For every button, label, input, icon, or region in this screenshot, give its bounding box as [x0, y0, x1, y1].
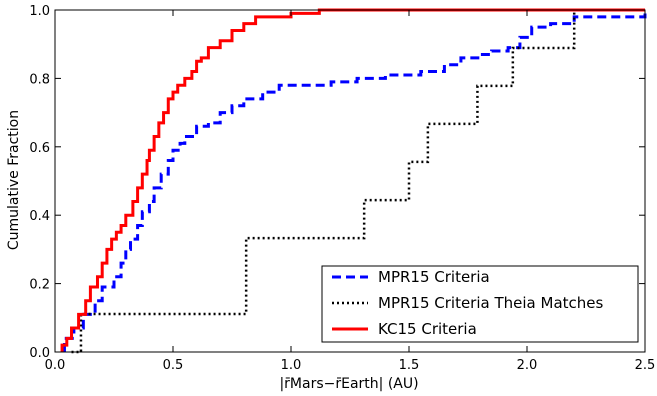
y-tick-label: 1.0	[29, 4, 50, 19]
x-tick-label: 2.0	[517, 358, 538, 373]
x-tick-label: 2.5	[635, 358, 656, 373]
x-tick-label: 1.5	[399, 358, 420, 373]
kc15-criteria-line	[60, 8, 645, 352]
y-tick-label: 0.8	[29, 72, 50, 87]
x-axis-label: |r̄Mars−r̄Earth| (AU)	[279, 376, 418, 392]
ticks-layer: 0.0 0.5 1.0 1.5 2.0 2.5 0.0 0.2 0.4 0.6 0.8 1.0	[29, 4, 655, 373]
legend-label-kc15: KC15 Criteria	[378, 320, 477, 338]
y-tick-label: 0.2	[29, 278, 50, 293]
series-layer	[60, 8, 647, 354]
y-tick-label: 0.0	[29, 346, 50, 361]
y-tick-label: 0.4	[29, 209, 50, 224]
x-tick-label: 0.5	[163, 358, 184, 373]
y-tick-label: 0.6	[29, 141, 50, 156]
y-axis-label: Cumulative Fraction	[6, 110, 22, 250]
mpr15-theia-matches-line	[71, 8, 645, 354]
legend-box	[321, 265, 639, 343]
mpr15-criteria-line	[62, 10, 647, 352]
x-tick-label: 1.0	[281, 358, 302, 373]
x-tick-label: 0.0	[45, 358, 66, 373]
legend-label-theia: MPR15 Criteria Theia Matches	[378, 294, 604, 312]
plot-frame	[54, 9, 646, 353]
legend-label-mpr15: MPR15 Criteria	[378, 268, 490, 286]
legend: MPR15 Criteria MPR15 Criteria Theia Matc…	[321, 265, 639, 343]
